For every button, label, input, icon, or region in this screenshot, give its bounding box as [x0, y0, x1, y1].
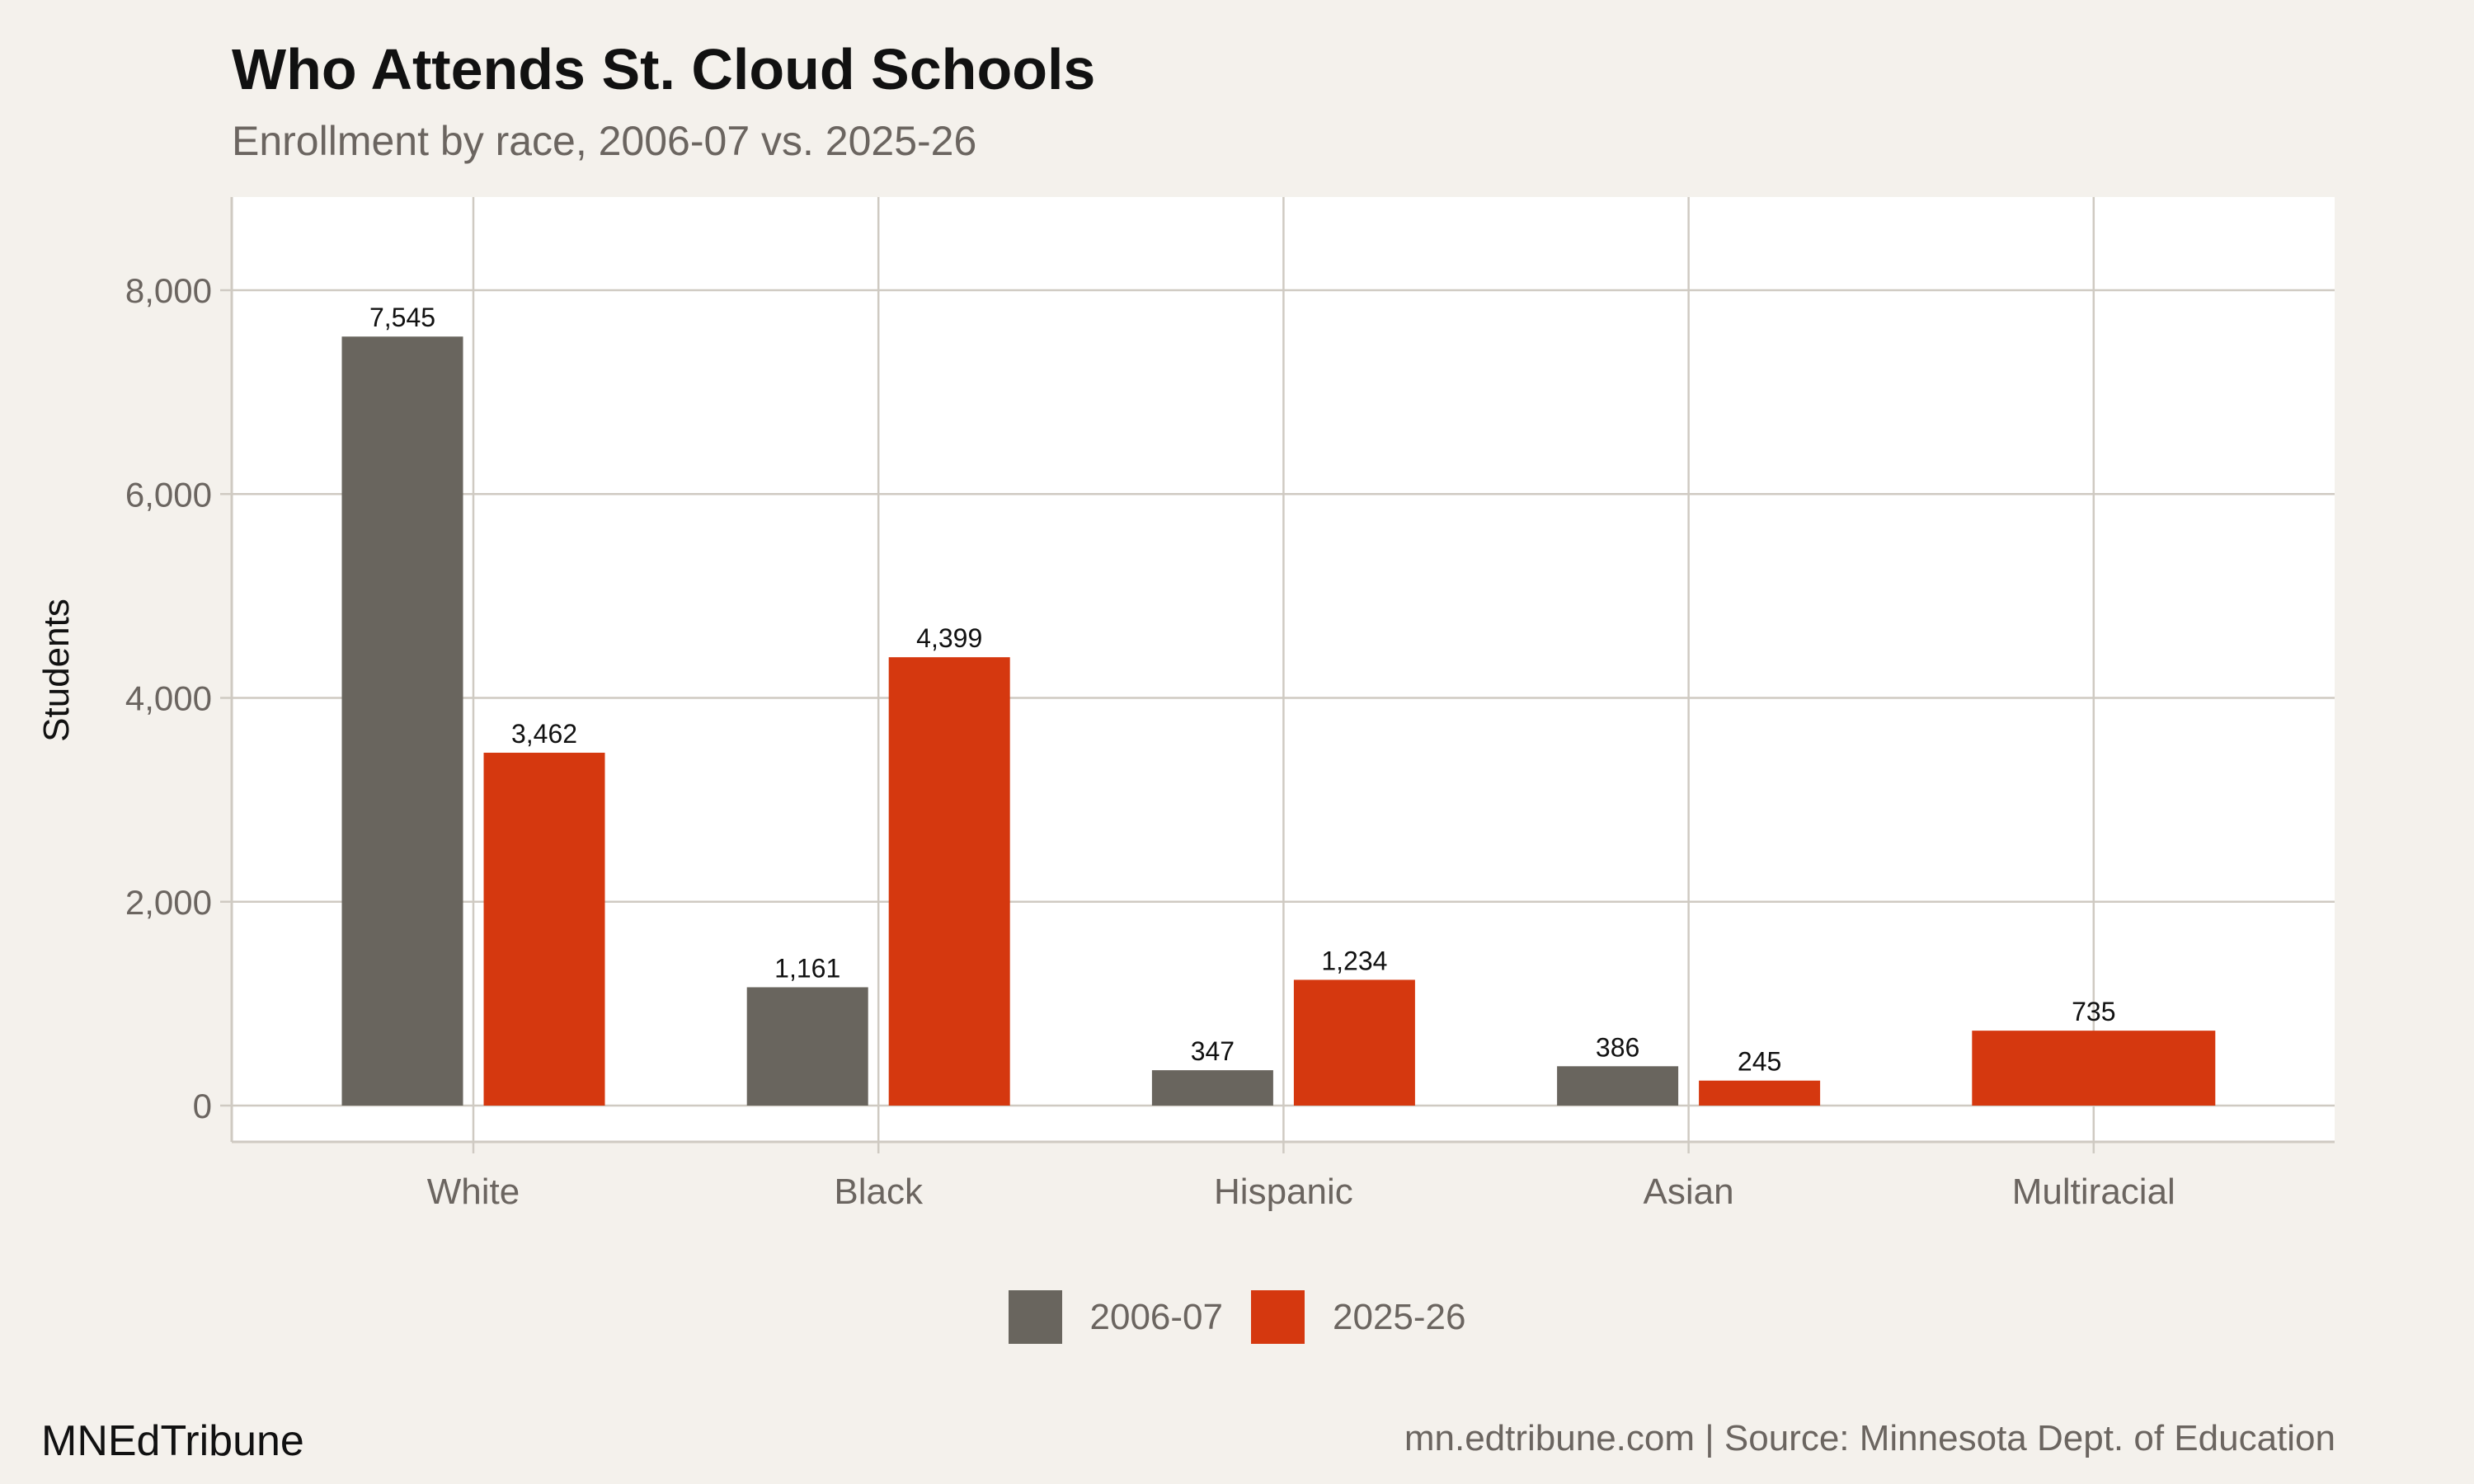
data-label: 1,234 — [1321, 946, 1387, 975]
x-tick-label: Hispanic — [1214, 1172, 1353, 1212]
data-label: 245 — [1738, 1047, 1781, 1077]
source-caption: mn.edtribune.com | Source: Minnesota Dep… — [1404, 1418, 2335, 1458]
legend-item-2025-26: 2025-26 — [1251, 1290, 1465, 1344]
y-tick-label: 2,000 — [125, 883, 212, 922]
bar-asian-2006-07 — [1557, 1066, 1679, 1106]
data-label: 386 — [1596, 1032, 1639, 1062]
legend-item-2006-07: 2006-07 — [1008, 1290, 1223, 1344]
legend-key-2025-26 — [1251, 1290, 1305, 1344]
x-tick-label: Black — [834, 1172, 924, 1212]
bar-black-2006-07 — [746, 987, 868, 1106]
bar-asian-2025-26 — [1699, 1080, 1821, 1106]
data-label: 1,161 — [774, 953, 840, 983]
bar-multiracial-2025-26 — [1972, 1031, 2216, 1106]
y-tick-label: 6,000 — [125, 475, 212, 514]
data-label: 4,399 — [916, 623, 982, 653]
data-label: 3,462 — [511, 719, 577, 749]
legend-label: 2025-26 — [1333, 1296, 1466, 1337]
bar-hispanic-2025-26 — [1293, 979, 1415, 1106]
legend-label: 2006-07 — [1089, 1296, 1223, 1337]
y-axis-label: Students — [36, 599, 77, 742]
chart-subtitle: Enrollment by race, 2006-07 vs. 2025-26 — [232, 118, 977, 164]
legend: 2006-07 2025-26 — [0, 1290, 2474, 1344]
brand-caption: MNEdTribune — [41, 1417, 304, 1465]
bar-white-2006-07 — [341, 336, 463, 1106]
bar-black-2025-26 — [888, 657, 1010, 1106]
x-tick-label: Asian — [1644, 1172, 1734, 1212]
y-tick-label: 8,000 — [125, 271, 212, 310]
legend-key-2006-07 — [1008, 1290, 1062, 1344]
y-tick-label: 0 — [193, 1087, 212, 1125]
data-label: 347 — [1191, 1036, 1235, 1066]
x-tick-label: White — [427, 1172, 520, 1212]
chart-title: Who Attends St. Cloud Schools — [232, 37, 1096, 101]
data-label: 735 — [2072, 997, 2115, 1026]
bar-white-2025-26 — [483, 753, 605, 1106]
bar-hispanic-2006-07 — [1151, 1070, 1273, 1106]
data-label: 7,545 — [369, 303, 435, 332]
y-tick-label: 4,000 — [125, 679, 212, 718]
x-tick-label: Multiracial — [2012, 1172, 2175, 1212]
